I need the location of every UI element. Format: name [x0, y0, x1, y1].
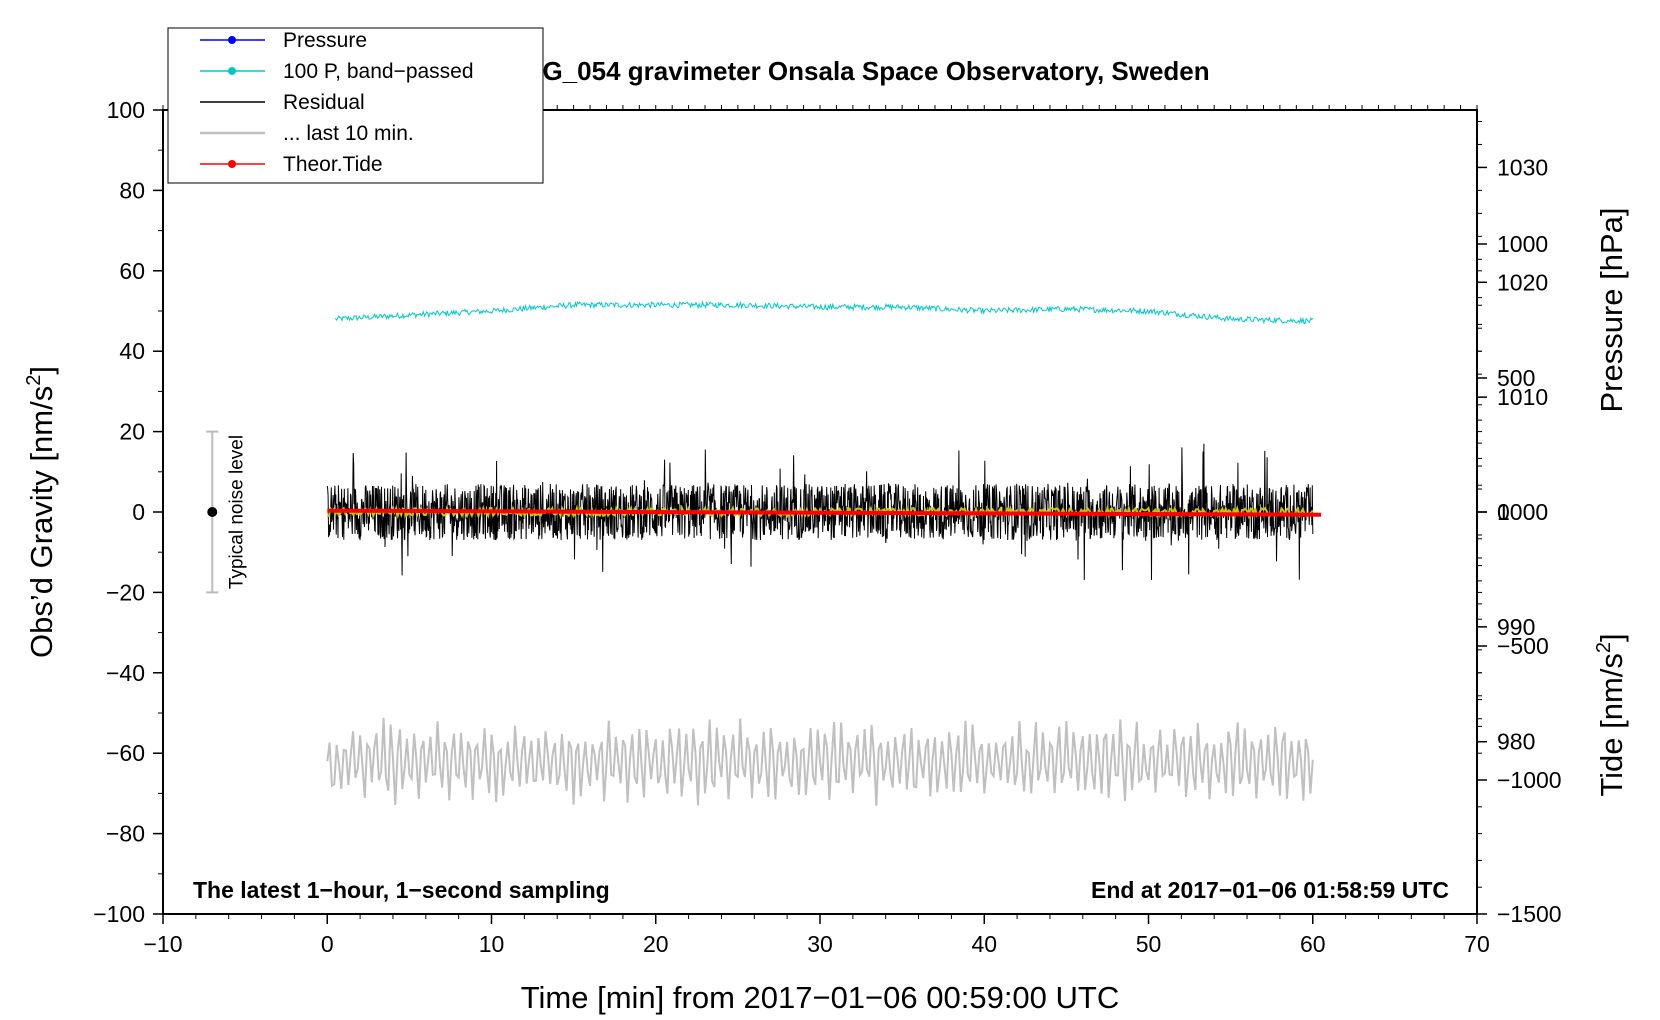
y-axis-right-top-label: Pressure [hPa] — [1594, 207, 1629, 412]
noise-bar — [206, 430, 219, 594]
series-residual-smoothed — [326, 504, 1314, 520]
series-theoretical-tide — [327, 508, 1322, 517]
y-tick-label: 80 — [119, 177, 145, 203]
y-tick-label: −40 — [106, 660, 145, 686]
y-tick-label: 0 — [132, 499, 145, 525]
tide-tick-label: −1000 — [1497, 767, 1562, 793]
x-tick-label: 20 — [643, 931, 669, 957]
legend-label: Residual — [283, 91, 365, 114]
y-tick-label: −100 — [93, 901, 145, 927]
y-tick-label: −60 — [106, 740, 145, 766]
annotation-left: The latest 1−hour, 1−second sampling — [193, 877, 610, 903]
tide-tick-label: 1000 — [1497, 231, 1548, 257]
tide-tick-label: −1500 — [1497, 901, 1562, 927]
y-left-label-main: Obs’d Gravity [nm/s — [24, 386, 59, 658]
pressure-tick-label: 1030 — [1497, 154, 1548, 180]
x-tick-label: 60 — [1300, 931, 1326, 957]
series-layer — [326, 300, 1322, 806]
pressure-tick-label: 980 — [1497, 729, 1535, 755]
x-tick-label: 30 — [807, 931, 833, 957]
x-tick-label: −10 — [143, 931, 182, 957]
legend-marker — [228, 160, 236, 168]
y-right-label-sup: 2 — [1593, 642, 1615, 653]
y-tick-label: −80 — [106, 821, 145, 847]
x-tick-label: 0 — [321, 931, 334, 957]
tide-tick-label: −500 — [1497, 633, 1549, 659]
x-tick-label: 40 — [971, 931, 997, 957]
y-tick-label: −20 — [106, 579, 145, 605]
series-residual — [326, 443, 1314, 580]
ticks-layer: −10 0 10 20 30 40 50 60 70−100−80−60−40−20020406… — [93, 97, 1561, 957]
pressure-tick-label: 1020 — [1497, 269, 1548, 295]
y-axis-right-bottom-label: Tide [nm/s2] — [1593, 633, 1629, 796]
pressure-tick-label: 1010 — [1497, 384, 1548, 410]
y-tick-label: 40 — [119, 338, 145, 364]
y-tick-label: 60 — [119, 258, 145, 284]
series-last-10-min — [326, 717, 1314, 806]
y-axis-left-label: Obs’d Gravity [nm/s2] — [23, 366, 59, 658]
series-band-passed-pressure — [335, 300, 1314, 325]
pressure-tick-label: 990 — [1497, 614, 1535, 640]
legend-marker — [228, 36, 236, 44]
tide-tick-label: 0 — [1497, 499, 1510, 525]
x-axis-label: Time [min] from 2017−01−06 00:59:00 UTC — [521, 980, 1120, 1015]
legend-label: Pressure — [283, 29, 367, 52]
y-right-label-main: Tide [nm/s — [1594, 653, 1629, 797]
legend-marker — [228, 67, 236, 75]
legend-box — [167, 27, 544, 184]
legend: Pressure 100 P, band−passed Residual ... la… — [167, 27, 544, 184]
y-right-label-end: ] — [1594, 633, 1629, 642]
pressure-tick-label: 1000 — [1497, 499, 1548, 525]
y-tick-label: 100 — [107, 97, 145, 123]
chart-title: SCG_054 gravimeter Onsala Space Observat… — [506, 56, 1209, 86]
x-tick-label: 70 — [1464, 931, 1490, 957]
legend-label: Theor.Tide — [283, 153, 383, 176]
y-left-label-sup: 2 — [23, 375, 45, 386]
annotation-right: End at 2017−01−06 01:58:59 UTC — [1091, 877, 1449, 903]
x-tick-label: 10 — [479, 931, 505, 957]
noise-bar-label: Typical noise level — [226, 435, 247, 589]
x-tick-label: 50 — [1136, 931, 1162, 957]
y-tick-label: 20 — [119, 419, 145, 445]
legend-label: ... last 10 min. — [283, 122, 414, 145]
tide-tick-label: 500 — [1497, 365, 1535, 391]
noise-bar-center-dot — [207, 507, 218, 517]
y-left-label-end: ] — [24, 366, 59, 375]
legend-label: 100 P, band−passed — [283, 60, 474, 83]
